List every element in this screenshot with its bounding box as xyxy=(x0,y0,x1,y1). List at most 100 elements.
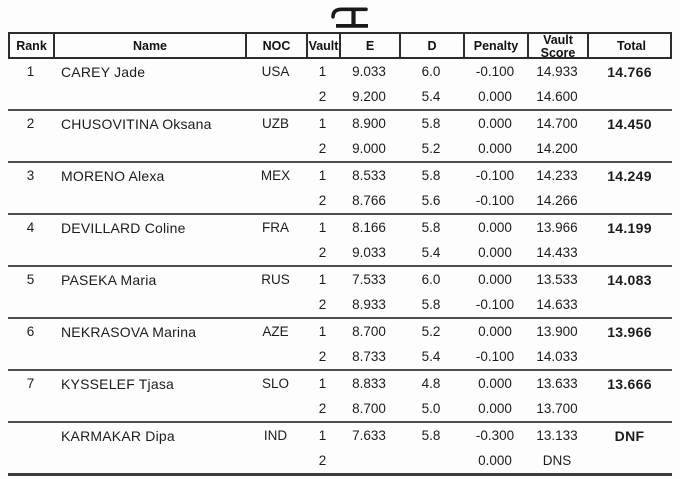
table-row: 7 KYSSELEF Tjasa SLO 1 8.833 4.8 0.000 1… xyxy=(8,371,672,423)
noc-code: FRA xyxy=(262,220,289,235)
vault-score-value: 14.033 xyxy=(536,349,578,364)
header-name: Name xyxy=(55,34,247,59)
vault-number: 1 xyxy=(318,428,327,443)
e-score: 8.700 xyxy=(352,324,386,339)
athlete-name: CAREY Jade xyxy=(61,63,146,80)
rank-cell: 2 xyxy=(26,116,35,131)
header-noc: NOC xyxy=(247,34,308,59)
e-score: 8.533 xyxy=(352,168,386,183)
athlete-name: PASEKA Maria xyxy=(61,271,157,288)
penalty-value: 0.000 xyxy=(478,376,512,391)
rank-cell: 5 xyxy=(26,272,35,287)
noc-code: AZE xyxy=(262,324,289,339)
athlete-name: MORENO Alexa xyxy=(61,167,165,184)
vault-score-value: 13.966 xyxy=(536,220,578,235)
vault-number: 1 xyxy=(318,324,327,339)
penalty-value: 0.000 xyxy=(478,141,512,156)
e-score: 9.033 xyxy=(352,245,386,260)
e-score: 7.633 xyxy=(352,428,386,443)
vault-number: 1 xyxy=(318,376,327,391)
athlete-name: CHUSOVITINA Oksana xyxy=(61,115,212,132)
vault-number: 2 xyxy=(318,141,327,156)
noc-code: MEX xyxy=(260,168,291,183)
d-score: 5.4 xyxy=(421,89,441,104)
vault-number: 2 xyxy=(318,453,327,468)
penalty-value: 0.000 xyxy=(478,89,512,104)
header-vault-score: Vault Score xyxy=(529,34,589,59)
rank-cell xyxy=(8,423,53,448)
vault-score-value: 13.700 xyxy=(536,401,578,416)
header-vault: Vault xyxy=(308,34,341,59)
noc-code: IND xyxy=(263,428,288,443)
header-e-score: E xyxy=(341,34,401,59)
vault-number: 2 xyxy=(318,297,327,312)
vault-score-value: 14.700 xyxy=(536,116,578,131)
vault-number: 2 xyxy=(318,193,327,208)
d-score: 5.8 xyxy=(421,428,441,443)
penalty-value: 0.000 xyxy=(478,116,512,131)
vault-apparatus-icon xyxy=(331,7,368,28)
noc-code: UZB xyxy=(262,116,289,131)
noc-code: RUS xyxy=(261,272,290,287)
total-score: 14.766 xyxy=(607,63,652,80)
vault-score-value: 14.633 xyxy=(536,297,578,312)
vault-score-value: DNS xyxy=(542,453,572,468)
header-total: Total xyxy=(617,39,646,54)
table-row: 5 PASEKA Maria RUS 1 7.533 6.0 0.000 13.… xyxy=(8,267,672,319)
vault-number: 1 xyxy=(318,116,327,131)
athlete-name: DEVILLARD Coline xyxy=(61,219,186,236)
vault-score-value: 14.933 xyxy=(536,64,578,79)
vault-number: 1 xyxy=(318,168,327,183)
vault-score-value: 14.600 xyxy=(536,89,578,104)
vault-number: 1 xyxy=(318,64,327,79)
d-score xyxy=(399,448,463,473)
d-score: 5.0 xyxy=(421,401,441,416)
vault-score-value: 14.233 xyxy=(536,168,578,183)
d-score: 5.2 xyxy=(421,141,441,156)
penalty-value: 0.000 xyxy=(478,245,512,260)
penalty-value: 0.000 xyxy=(478,453,512,468)
total-score: 13.666 xyxy=(607,375,652,392)
penalty-value: 0.000 xyxy=(478,401,512,416)
e-score xyxy=(339,448,399,473)
d-score: 5.2 xyxy=(421,324,441,339)
e-score: 8.933 xyxy=(352,297,386,312)
d-score: 6.0 xyxy=(421,272,441,287)
penalty-value: 0.000 xyxy=(478,220,512,235)
penalty-value: -0.100 xyxy=(475,297,515,312)
penalty-value: 0.000 xyxy=(478,324,512,339)
vault-number: 2 xyxy=(318,89,327,104)
penalty-value: 0.000 xyxy=(478,272,512,287)
athlete-name: KYSSELEF Tjasa xyxy=(61,375,175,392)
d-score: 5.4 xyxy=(421,245,441,260)
vault-number: 2 xyxy=(318,245,327,260)
header-rank: Rank xyxy=(10,34,55,59)
vault-number: 2 xyxy=(318,349,327,364)
table-row: 6 NEKRASOVA Marina AZE 1 8.700 5.2 0.000… xyxy=(8,319,672,371)
rank-cell: 4 xyxy=(26,220,35,235)
noc-code: USA xyxy=(261,64,290,79)
e-score: 8.833 xyxy=(352,376,386,391)
d-score: 4.8 xyxy=(421,376,441,391)
header-penalty: Penalty xyxy=(465,34,529,59)
total-score: 13.966 xyxy=(607,323,652,340)
table-row: 4 DEVILLARD Coline FRA 1 8.166 5.8 0.000… xyxy=(8,215,672,267)
d-score: 5.6 xyxy=(421,193,441,208)
total-score: 14.450 xyxy=(607,115,652,132)
vault-score-value: 14.266 xyxy=(536,193,578,208)
noc-code: SLO xyxy=(261,376,289,391)
vault-score-value: 13.133 xyxy=(536,428,578,443)
e-score: 8.733 xyxy=(352,349,386,364)
rank-cell: 6 xyxy=(26,324,35,339)
results-table: Rank Name NOC Vault E D Penalty Vault Sc… xyxy=(8,32,672,476)
e-score: 7.533 xyxy=(352,272,386,287)
table-header-row: Rank Name NOC Vault E D Penalty Vault Sc… xyxy=(8,32,672,59)
vault-score-value: 14.200 xyxy=(536,141,578,156)
vault-number: 1 xyxy=(318,220,327,235)
vault-score-value: 13.633 xyxy=(536,376,578,391)
vault-score-value: 13.533 xyxy=(536,272,578,287)
total-score: 14.199 xyxy=(607,219,652,236)
e-score: 8.766 xyxy=(352,193,386,208)
e-score: 8.166 xyxy=(352,220,386,235)
table-body: 1 CAREY Jade USA 1 9.033 6.0 -0.100 14.9… xyxy=(8,59,672,476)
